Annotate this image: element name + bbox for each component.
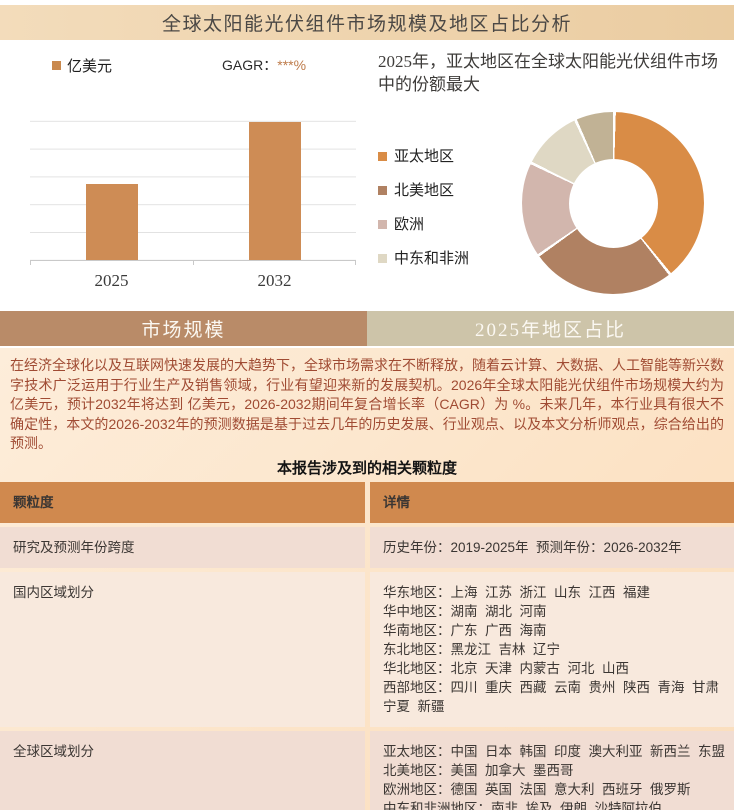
donut-area: 亚太地区 北美地区 欧洲 中东和非洲 [378, 110, 728, 294]
page-title: 全球太阳能光伏组件市场规模及地区占比分析 [0, 5, 734, 40]
row-detail: 华东地区：上海 江苏 浙江 山东 江西 福建 华中地区：湖南 湖北 河南 华南地… [370, 571, 734, 727]
col-header-granularity: 颗粒度 [0, 481, 365, 523]
row-name: 研究及预测年份跨度 [0, 526, 365, 568]
bar-chart-panel: 亿美元 GAGR：***% 2025 2032 [0, 40, 374, 308]
legend-swatch-icon [52, 60, 61, 70]
legend-label: 中东和非洲 [394, 250, 470, 267]
x-label-2025: 2025 [94, 271, 129, 290]
donut-chart-panel: 2025年，亚太地区在全球太阳能光伏组件市场中的份额最大 亚太地区 北美地区 欧… [374, 40, 734, 308]
legend-swatch-icon [378, 220, 387, 229]
bar-chart-plot [30, 94, 356, 261]
report-body: 在经济全球化以及互联网快速发展的大趋势下，全球市场需求在不断释放，随着云计算、大… [0, 348, 734, 810]
legend-item-europe: 欧洲 [378, 216, 500, 234]
tab-region-share[interactable]: 2025年地区占比 [367, 311, 734, 346]
table-row: 全球区域划分 亚太地区：中国 日本 韩国 印度 澳大利亚 新西兰 东盟 北美地区… [0, 730, 734, 810]
table-header-row: 颗粒度 详情 [0, 481, 734, 523]
table-row: 国内区域划分 华东地区：上海 江苏 浙江 山东 江西 福建 华中地区：湖南 湖北… [0, 571, 734, 727]
x-label-2032: 2032 [257, 271, 292, 290]
x-axis-ticks [30, 261, 356, 265]
legend-item-na: 北美地区 [378, 182, 500, 200]
legend-swatch-icon [378, 152, 387, 161]
x-axis-labels: 2025 2032 [30, 271, 356, 291]
legend-item-apac: 亚太地区 [378, 148, 500, 166]
bar-2032 [248, 122, 301, 260]
legend-label: 北美地区 [394, 182, 455, 199]
row-name: 国内区域划分 [0, 571, 365, 727]
row-name: 全球区域划分 [0, 730, 365, 810]
row-detail: 亚太地区：中国 日本 韩国 印度 澳大利亚 新西兰 东盟 北美地区：美国 加拿大… [370, 730, 734, 810]
cagr-text: GAGR：***% [222, 55, 306, 75]
legend-swatch-icon [378, 254, 387, 263]
table-row: 研究及预测年份跨度 历史年份：2019-2025年 预测年份：2026-2032… [0, 526, 734, 568]
bar-legend-label: 亿美元 [67, 57, 113, 75]
cagr-label: GAGR： [222, 57, 278, 73]
legend-swatch-icon [378, 186, 387, 195]
section-tabs: 市场规模 2025年地区占比 [0, 311, 734, 346]
col-header-detail: 详情 [370, 481, 734, 523]
donut-headline: 2025年，亚太地区在全球太阳能光伏组件市场中的份额最大 [378, 52, 718, 94]
tab-market-size[interactable]: 市场规模 [0, 311, 367, 346]
charts-section: 亿美元 GAGR：***% 2025 2032 2025年，亚太地区在全球太阳能… [0, 40, 734, 308]
donut-chart [522, 112, 704, 294]
bar-chart-legend: 亿美元 GAGR：***% [52, 54, 370, 76]
row-detail: 历史年份：2019-2025年 预测年份：2026-2032年 [370, 526, 734, 568]
cagr-value: ***% [277, 57, 307, 73]
table-heading: 本报告涉及到的相关颗粒度 [276, 459, 457, 477]
donut-hole [568, 158, 658, 248]
bar-2025 [85, 183, 138, 260]
legend-label: 欧洲 [394, 216, 425, 233]
granularity-table: 颗粒度 详情 研究及预测年份跨度 历史年份：2019-2025年 预测年份：20… [0, 481, 734, 810]
summary-paragraph: 在经济全球化以及互联网快速发展的大趋势下，全球市场需求在不断释放，随着云计算、大… [10, 357, 724, 451]
legend-item-mea: 中东和非洲 [378, 250, 500, 268]
legend-label: 亚太地区 [394, 148, 455, 165]
donut-legend: 亚太地区 北美地区 欧洲 中东和非洲 [378, 110, 500, 294]
